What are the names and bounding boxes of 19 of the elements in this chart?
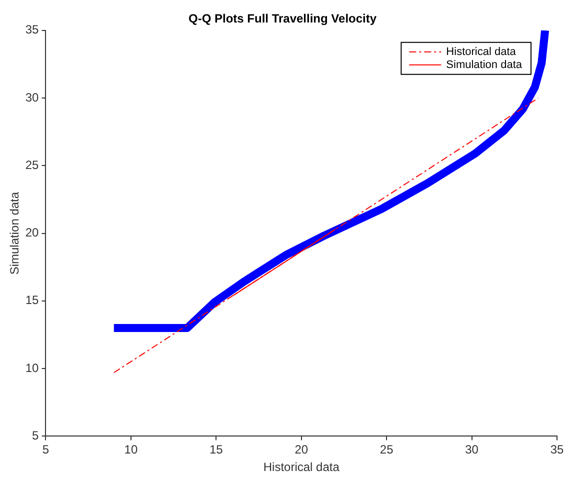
chart-title: Q-Q Plots Full Travelling Velocity [188,12,377,26]
legend-label: Historical data [446,46,517,58]
x-tick-label: 15 [209,442,224,457]
x-tick-label: 10 [124,442,138,457]
y-tick-label: 5 [32,428,40,443]
y-tick-label: 15 [25,293,40,308]
y-tick-label: 10 [25,360,40,375]
y-tick-label: 35 [25,22,40,37]
x-tick-label: 35 [550,442,564,457]
y-tick-label: 20 [25,226,40,240]
legend-label: Simulation data [446,58,523,71]
y-tick-label: 25 [25,158,40,172]
x-tick-label: 25 [380,442,394,457]
y-axis-title: Simulation data [8,192,22,275]
x-tick-label: 5 [42,442,50,457]
x-tick-label: 20 [294,442,308,457]
x-axis-title: Historical data [263,460,340,474]
y-tick-label: 30 [25,90,40,104]
x-tick-label: 30 [465,442,479,457]
